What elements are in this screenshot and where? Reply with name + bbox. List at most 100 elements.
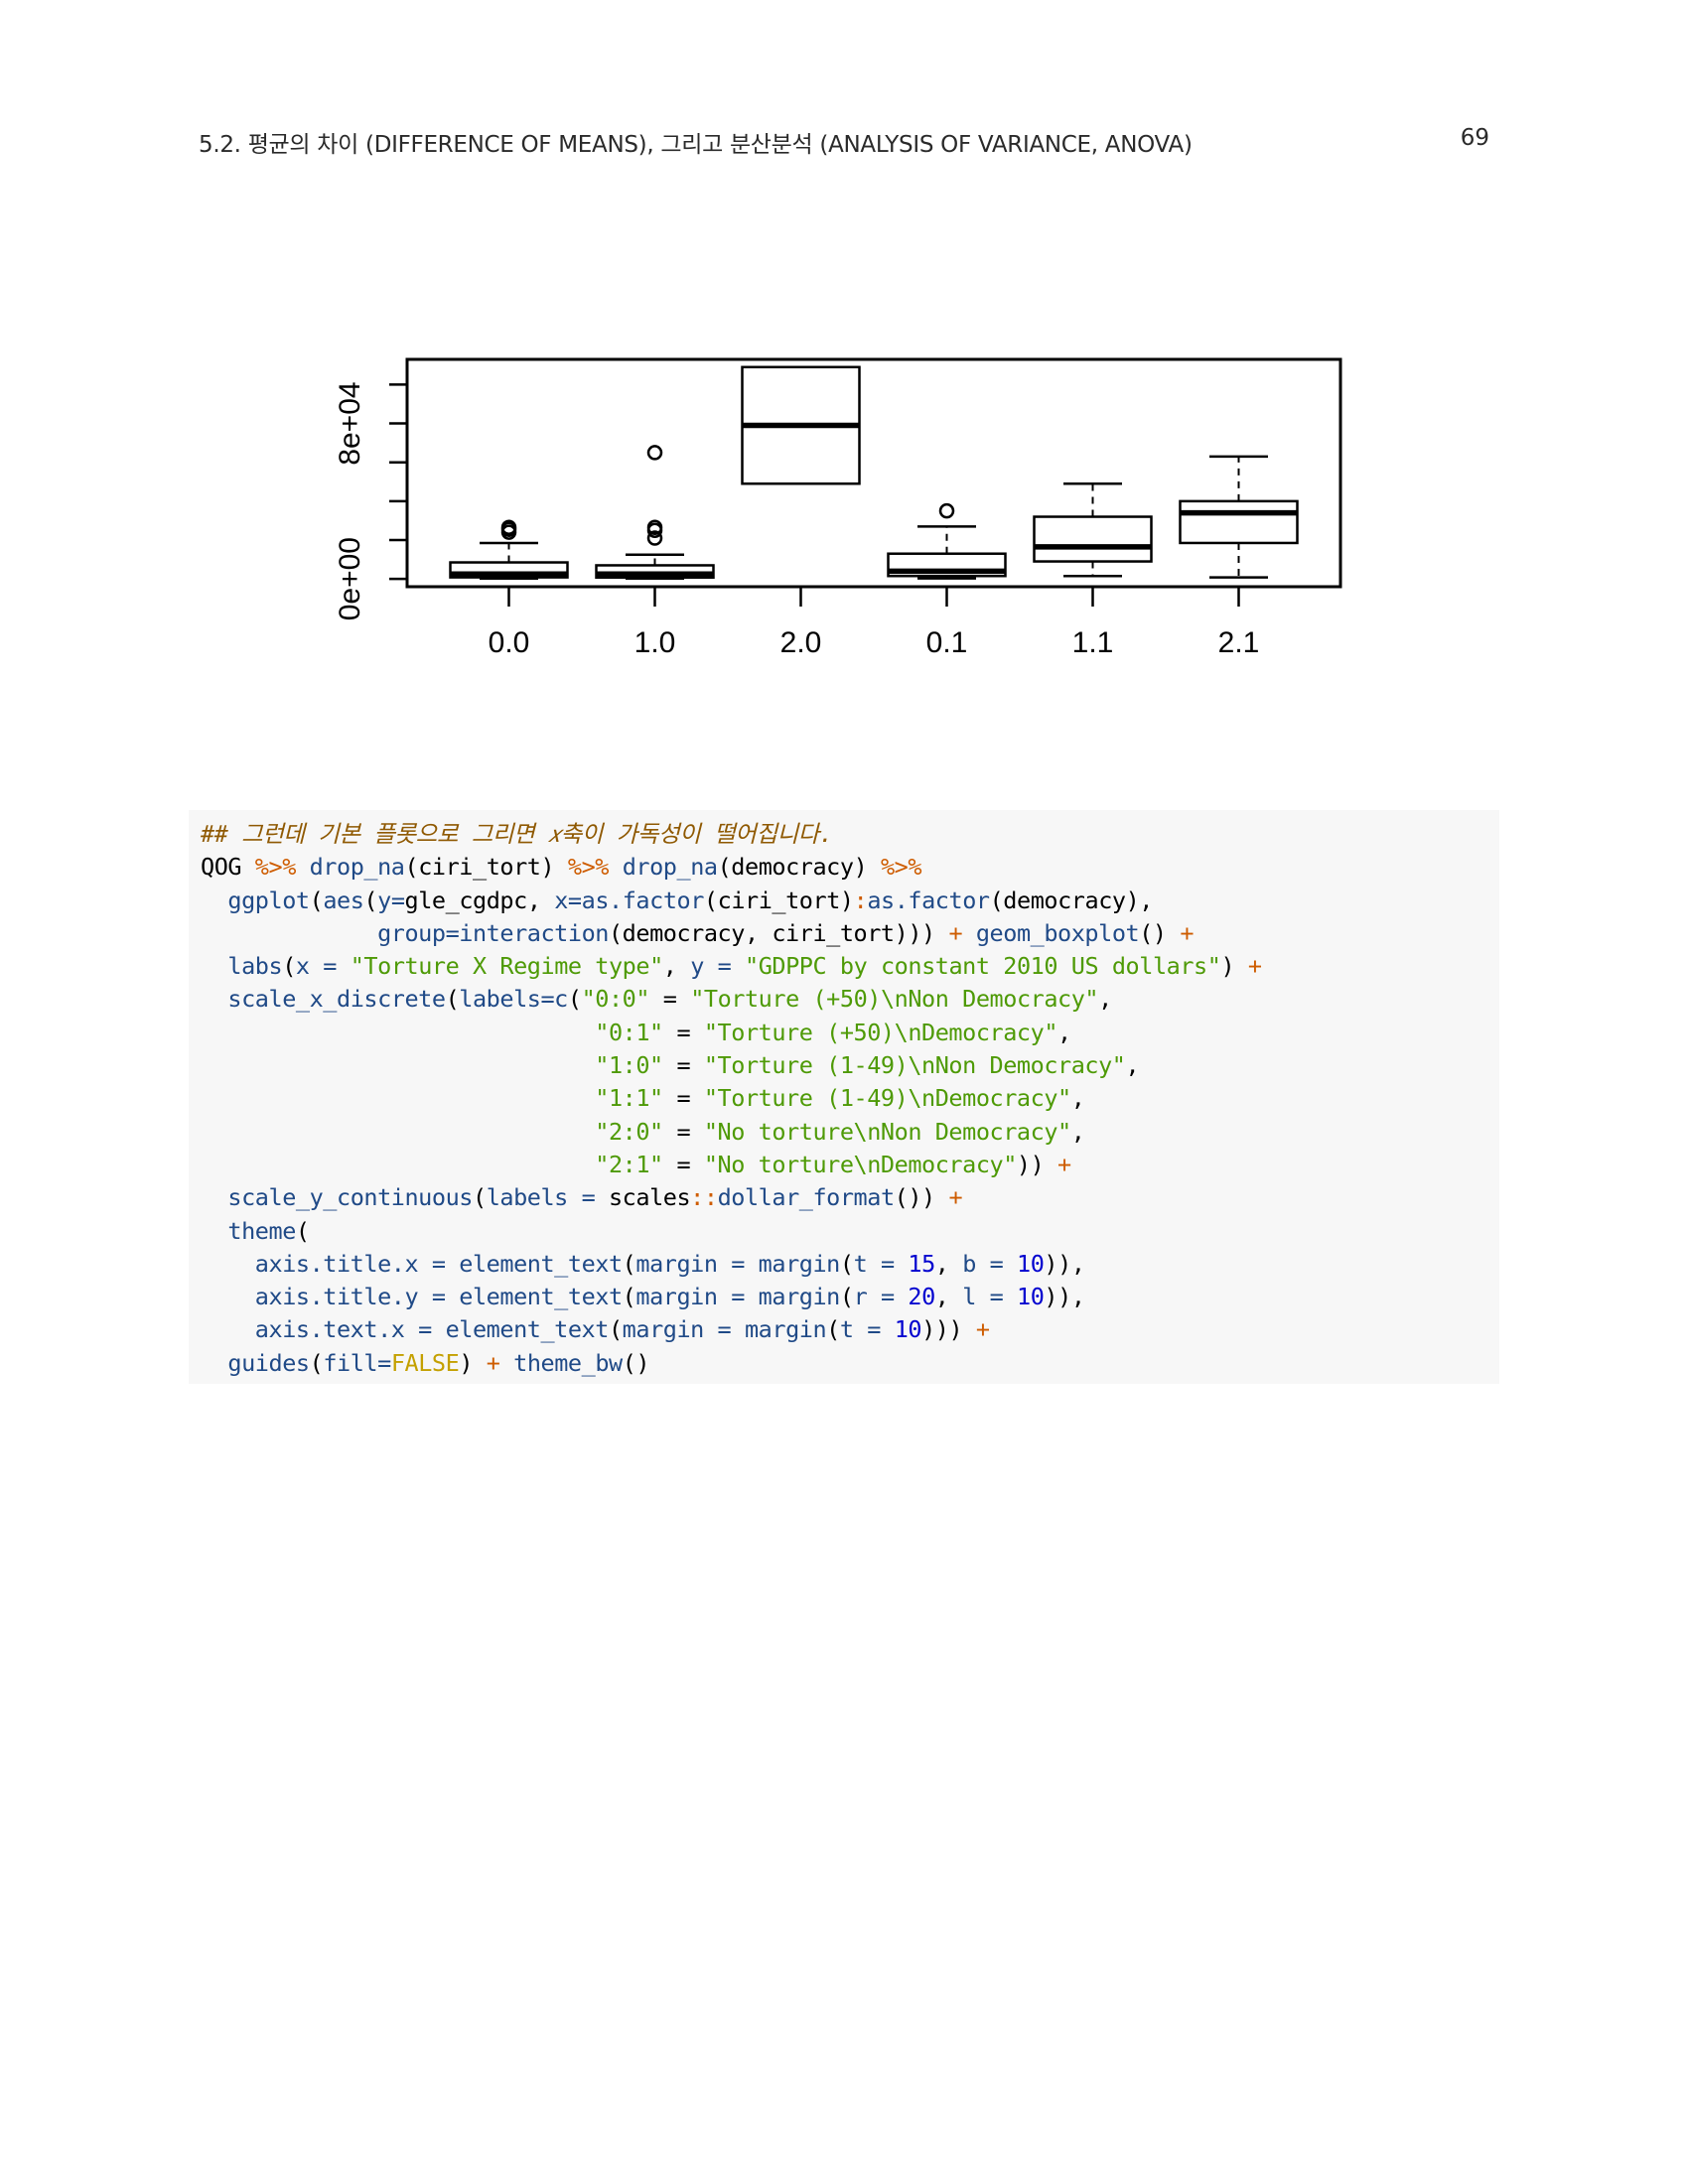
x-tick-label: 0.0 [489,626,530,659]
code-token: = [662,1117,704,1146]
code-token [609,853,623,881]
code-token [201,1217,227,1245]
code-token: margin [758,1283,841,1311]
code-token: = [662,1084,704,1113]
code-token [201,1349,227,1377]
code-token: (ciri_tort) [703,886,854,914]
box [1179,499,1299,545]
code-token [201,985,227,1013]
code-token: ))) [921,1315,976,1344]
code-token: ()) [894,1183,949,1212]
outlier-point [938,502,955,519]
code-token: ( [826,1315,840,1344]
code-token: + [948,1183,963,1212]
code-token [201,952,227,980]
code-token: "Torture X Regime type" [350,952,664,981]
code-token [731,952,745,980]
code-token: x= [554,886,582,914]
code-token: guides [227,1348,310,1377]
code-line: axis.text.x = element_text(margin = marg… [201,1313,1499,1346]
code-line: axis.title.y = element_text(margin = mar… [201,1281,1499,1313]
code-token [201,1151,595,1178]
x-tick-label: 1.0 [634,626,676,659]
page-number: 69 [1460,125,1489,151]
code-token: "No torture\nDemocracy" [703,1150,1018,1178]
code-token: "No torture\nNon Democracy" [703,1117,1071,1146]
x-tick-label: 0.1 [926,626,968,659]
code-token: l = [962,1283,1004,1311]
code-token: )), [1044,1249,1085,1278]
code-token: "2:1" [595,1150,663,1178]
code-token: axis.text.x = [254,1315,433,1344]
code-token: + [948,918,963,947]
code-line: "2:0" = "No torture\nNon Democracy", [201,1116,1499,1149]
code-token [201,1118,595,1146]
code-token: QOG [201,853,255,882]
code-token: , [662,952,691,981]
code-token: ( [309,886,324,914]
boxplot-figure: 0e+00 8e+04 0.0 1.0 2.0 0.1 1.1 2.1 [328,357,1370,685]
code-token [201,919,377,947]
code-token [201,1283,255,1310]
code-token [432,1315,446,1343]
code-token: aes [323,886,364,914]
code-token: 15 [908,1249,935,1278]
code-token: ) [1220,952,1248,981]
code-token [881,1315,895,1343]
code-token [201,1084,595,1112]
code-token: "0:1" [595,1018,663,1046]
plot-frame [405,357,1342,589]
code-token: drop_na [622,853,718,882]
y-tick-label: 8e+04 [334,381,366,465]
code-line: labs(x = "Torture X Regime type", y = "G… [201,950,1499,983]
code-token [296,853,310,881]
boxplot-chart: 0e+00 8e+04 0.0 1.0 2.0 0.1 1.1 2.1 [334,357,1342,659]
code-token: ( [567,985,582,1014]
code-token: ggplot [227,886,310,914]
code-token: element_text [459,1249,623,1278]
code-token [201,1315,255,1343]
code-token: = [662,1150,704,1178]
code-token: )) [1016,1150,1058,1178]
code-token: (ciri_tort) [404,853,568,882]
code-token: + [1247,952,1262,981]
code-token: :: [690,1183,718,1212]
code-token: ( [839,1283,854,1311]
code-token: )), [1044,1283,1085,1311]
code-token: ( [445,985,460,1014]
code-token [201,1250,255,1278]
code-token: ( [608,1315,623,1344]
code-token: margin = [635,1249,745,1278]
code-token [1003,1283,1017,1310]
code-token: b = [962,1249,1004,1278]
code-token: t = [839,1315,882,1344]
code-token: , [934,1283,963,1311]
outlier-point [646,445,663,461]
code-line: axis.title.x = element_text(margin = mar… [201,1248,1499,1281]
outlier-point [646,519,663,536]
code-token: ( [309,1348,324,1377]
code-token [1003,1250,1017,1278]
code-line: QOG %>% drop_na(ciri_tort) %>% drop_na(d… [201,851,1499,884]
code-token: margin [758,1249,841,1278]
code-token: FALSE [390,1348,460,1377]
code-token: , [1070,1084,1085,1113]
code-token [745,1250,759,1278]
code-line: guides(fill=FALSE) + theme_bw() [201,1347,1499,1380]
code-line: scale_y_continuous(labels = scales::doll… [201,1181,1499,1214]
code-token: x = [295,952,338,981]
code-token: "Torture (1-49)\nNon Democracy" [703,1051,1126,1080]
code-token: margin = [635,1283,745,1311]
code-line: "0:1" = "Torture (+50)\nDemocracy", [201,1017,1499,1049]
code-token: t = [853,1249,896,1278]
box [1033,515,1153,563]
code-token: , [1098,985,1112,1014]
code-token: margin [744,1315,827,1344]
code-token: r = [853,1283,896,1311]
code-token: ( [622,1283,636,1311]
outlier-point [646,530,663,546]
code-line: ## 그런데 기본 플롯으로 그리면 𝑥축이 가독성이 떨어집니다. [201,818,1499,851]
code-line: "1:0" = "Torture (1-49)\nNon Democracy", [201,1049,1499,1082]
code-token: (democracy), [989,886,1154,914]
code-token: 20 [908,1283,935,1311]
